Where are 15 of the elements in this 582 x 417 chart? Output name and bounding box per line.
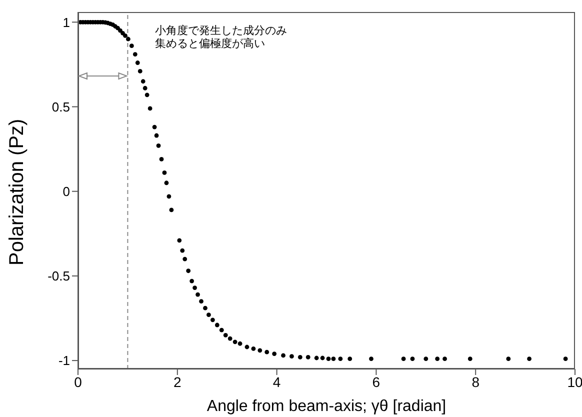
annotation: 小角度で発生した成分のみ [155,24,288,37]
x-axis-title: Angle from beam-axis; γθ [radian] [206,398,446,415]
y-tick-label: 0 [62,184,70,199]
x-tick-label: 6 [372,374,380,390]
x-tick-label: 0 [74,374,82,390]
y-axis-title: Polarization (Pz) [6,118,28,266]
x-tick-label: 10 [567,374,582,390]
x-tick-label: 8 [472,374,480,390]
y-tick-label: -1 [58,353,70,368]
x-tick-label: 2 [174,374,182,390]
y-tick-label: 1 [62,14,70,30]
x-tick-label: 4 [272,374,281,390]
y-tick-label: 0.5 [52,99,70,114]
annotation: 集めると偏極度が高い [155,37,266,50]
y-tick-label: -0.5 [48,268,70,284]
